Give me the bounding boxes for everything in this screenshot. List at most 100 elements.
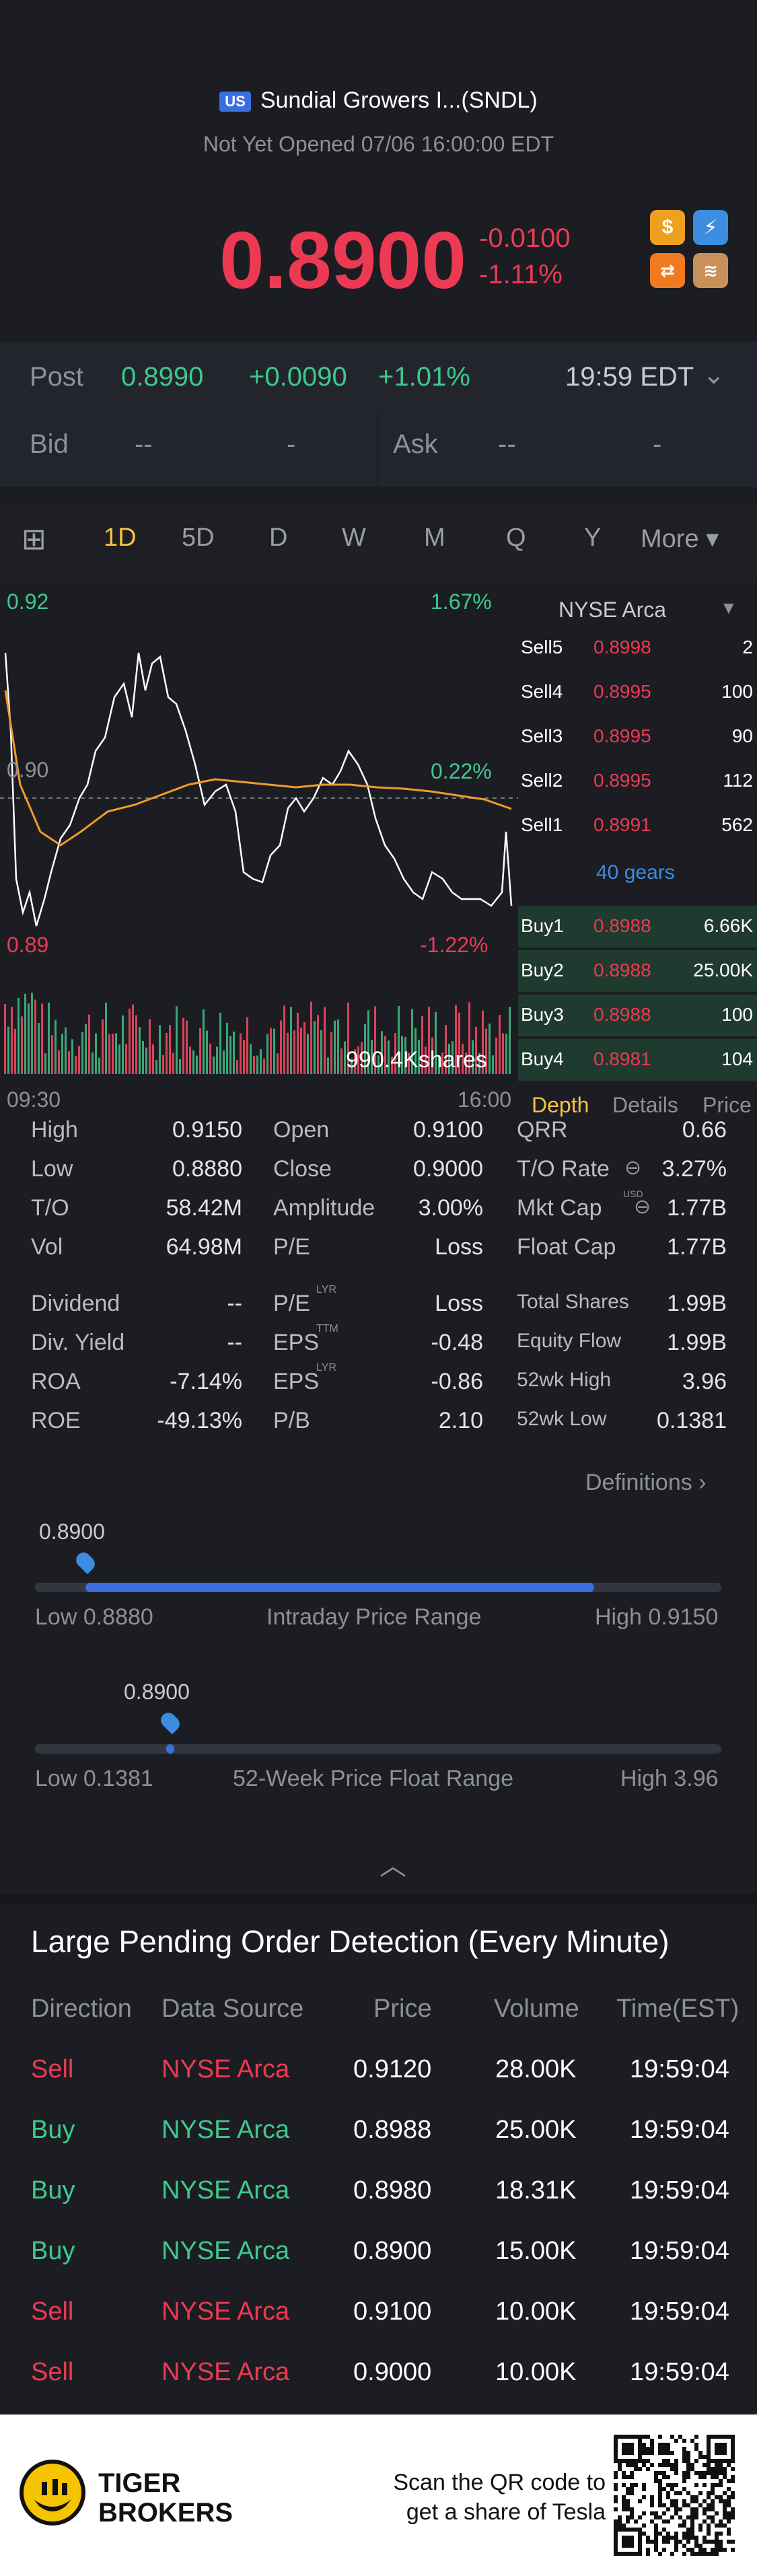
qr-module [622, 2451, 626, 2455]
subtab-price[interactable]: Price [702, 1093, 752, 1117]
volume-bar [34, 999, 36, 1074]
order-volume: 28.00K [495, 2055, 577, 2083]
volume-bar [41, 1003, 43, 1074]
tab-y[interactable]: Y [584, 524, 602, 552]
qr-module [690, 2507, 694, 2511]
chevron-down-icon[interactable]: ⌄ [702, 360, 725, 390]
qr-module [715, 2467, 719, 2471]
intraday-chart[interactable] [0, 583, 518, 1094]
qr-module [727, 2540, 731, 2544]
level-size: 90 [731, 725, 753, 746]
buy-level[interactable]: Buy3 0.8988 100 [518, 995, 757, 1036]
info-icon[interactable]: ⊖ [624, 1157, 642, 1179]
qr-module [622, 2459, 626, 2463]
stat-label: P/E [273, 1234, 310, 1260]
qr-module [622, 2503, 626, 2507]
qr-module [711, 2540, 715, 2544]
header-direction: Direction [31, 1995, 132, 2023]
tab-m[interactable]: M [424, 524, 445, 552]
exchange-select[interactable]: NYSE Arca [558, 598, 667, 622]
volume-bar [176, 1006, 178, 1074]
caret-down-icon[interactable]: ▼ [720, 598, 737, 618]
qr-module [662, 2475, 666, 2479]
buy-level[interactable]: Buy2 0.8988 25.00K [518, 950, 757, 992]
collapse-chevron-icon[interactable]: ︿ [380, 1851, 406, 1881]
definitions-link[interactable]: Definitions › [585, 1470, 707, 1495]
qr-module [723, 2447, 727, 2451]
volume-bar [108, 1034, 110, 1074]
tab-more[interactable]: More ▾ [641, 525, 719, 553]
qr-module [658, 2463, 662, 2467]
qr-module [670, 2552, 674, 2556]
qr-module [707, 2455, 711, 2459]
qr-module [686, 2459, 690, 2463]
week-low: Low 0.1381 [35, 1766, 153, 1791]
buy-level[interactable]: Buy4 0.8981 104 [518, 1039, 757, 1081]
stat-value: 3.00% [418, 1195, 483, 1221]
stat-value: 0.66 [682, 1117, 727, 1143]
qr-module [723, 2511, 727, 2515]
volume-bar [125, 1044, 127, 1074]
qr-module [711, 2548, 715, 2552]
qr-module [638, 2447, 642, 2451]
qr-module [702, 2536, 707, 2540]
chart-area: 0.92 1.67% 0.90 0.22% 0.89 -1.22% 990.4K… [0, 583, 757, 1117]
info-icon[interactable]: ⊖ [634, 1196, 651, 1218]
volume-bar [233, 1031, 235, 1074]
qr-module [715, 2471, 719, 2475]
qr-module [614, 2435, 618, 2439]
qr-module [638, 2443, 642, 2447]
order-book[interactable]: NYSE Arca ▼ Sell5 0.8998 2 Sell4 0.8995 100 Se… [518, 583, 757, 1081]
gears-link[interactable]: 40 gears [596, 861, 675, 884]
tab-q[interactable]: Q [506, 524, 526, 552]
sell-level[interactable]: Sell1 0.8991 562 [518, 805, 757, 847]
sell-level[interactable]: Sell5 0.8998 2 [518, 627, 757, 669]
qr-module [674, 2471, 678, 2475]
qr-module [723, 2435, 727, 2439]
qr-module [650, 2451, 654, 2455]
subtab-details[interactable]: Details [612, 1093, 678, 1117]
qr-module [707, 2439, 711, 2443]
qr-module [686, 2463, 690, 2467]
sell-level[interactable]: Sell2 0.8995 112 [518, 760, 757, 802]
qr-module [731, 2495, 735, 2499]
volume-bar [472, 1040, 474, 1074]
stat-label: T/O [31, 1195, 69, 1221]
period-tabs: ⊞ 1D 5D D W M Q Y More ▾ [0, 503, 757, 583]
qr-module [626, 2447, 630, 2451]
dollar-badge-icon[interactable]: $ [650, 210, 685, 245]
qr-module [626, 2499, 630, 2503]
volume-bar [24, 993, 26, 1074]
qr-module [654, 2544, 658, 2548]
qr-module [711, 2487, 715, 2491]
volume-bar [505, 1034, 507, 1074]
qr-module [690, 2519, 694, 2524]
volume-bar [344, 1041, 346, 1074]
buy-level[interactable]: Buy1 0.8988 6.66K [518, 906, 757, 947]
volume-bar [38, 1023, 40, 1074]
level-size: 25.00K [693, 960, 753, 980]
order-row: Buy NYSE Arca 0.8900 15.00K 19:59:04 [0, 2222, 757, 2283]
volume-bar [327, 1057, 329, 1074]
tab-w[interactable]: W [342, 524, 366, 552]
options-badge-icon[interactable]: ⇄ [650, 253, 685, 288]
qr-module [650, 2540, 654, 2544]
qr-module [634, 2467, 638, 2471]
post-market-bar[interactable]: Post 0.8990 +0.0090 +1.01% 19:59 EDT ⌄ [0, 342, 757, 415]
subtab-depth[interactable]: Depth [532, 1093, 589, 1117]
qr-module [727, 2511, 731, 2515]
sell-level[interactable]: Sell3 0.8995 90 [518, 716, 757, 758]
layout-grid-icon[interactable]: ⊞ [22, 523, 46, 556]
tab-d[interactable]: D [269, 524, 288, 552]
bid-size: - [287, 429, 296, 459]
volume-bar [112, 1034, 114, 1074]
flash-badge-icon[interactable]: ⚡ [693, 210, 728, 245]
qr-module [634, 2519, 638, 2524]
sell-level[interactable]: Sell4 0.8995 100 [518, 672, 757, 713]
qr-module [723, 2443, 727, 2447]
tab-5d[interactable]: 5D [182, 524, 215, 552]
volume-bar [317, 1015, 319, 1074]
qr-module [694, 2511, 698, 2515]
education-badge-icon[interactable]: ≋ [693, 253, 728, 288]
tab-1d[interactable]: 1D [104, 524, 137, 552]
